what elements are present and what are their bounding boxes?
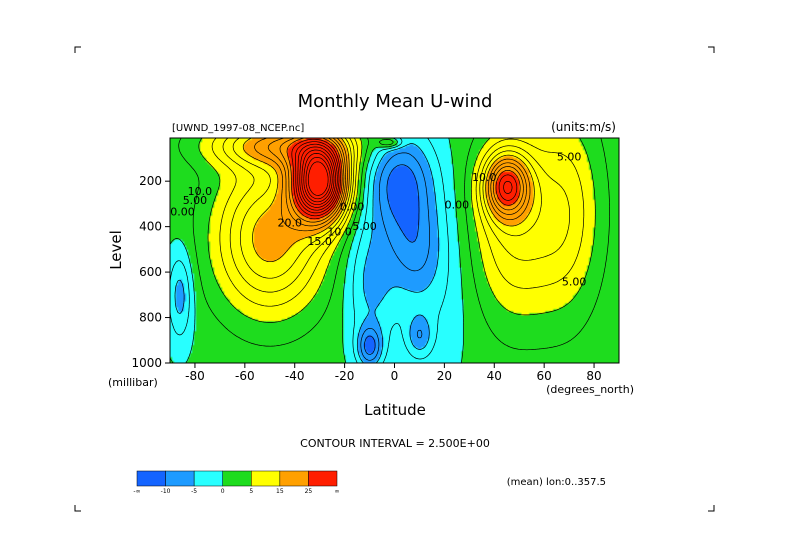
y-tick-label: 400 bbox=[139, 220, 162, 234]
contour-line bbox=[297, 143, 338, 211]
contour-label: 10.0 bbox=[188, 185, 213, 198]
colorbar-swatch bbox=[251, 470, 281, 487]
contour-line bbox=[299, 146, 337, 208]
mean-note: (mean) lon:0..357.5 bbox=[507, 477, 606, 488]
x-tick-label: -60 bbox=[235, 369, 255, 383]
contour-label: 0.00 bbox=[170, 205, 195, 218]
x-tick-label: 60 bbox=[537, 369, 552, 383]
contour-line bbox=[295, 141, 513, 214]
contour-line bbox=[303, 153, 333, 203]
colorbar-swatch bbox=[193, 470, 223, 487]
x-units-label: (degrees_north) bbox=[546, 383, 634, 396]
colorbar-swatch bbox=[165, 470, 195, 487]
x-tick-label: -80 bbox=[185, 369, 205, 383]
contour-label: 5.00 bbox=[557, 151, 582, 164]
y-tick-label: 1000 bbox=[131, 356, 162, 370]
colorbar-swatch bbox=[308, 470, 338, 487]
contour-label: 10.0 bbox=[472, 171, 497, 184]
colorbar-swatch bbox=[222, 470, 252, 487]
contour-line bbox=[363, 164, 420, 355]
dataset-label: [UWND_1997-08_NCEP.nc] bbox=[172, 123, 304, 134]
y-axis-title: Level bbox=[107, 230, 125, 270]
x-tick-label: 0 bbox=[391, 369, 399, 383]
contour-interval-note: CONTOUR INTERVAL = 2.500E+00 bbox=[300, 437, 490, 450]
contour-line bbox=[279, 137, 524, 223]
contour-line bbox=[232, 137, 542, 279]
y-tick-label: 200 bbox=[139, 174, 162, 188]
colorbar-swatch bbox=[279, 470, 309, 487]
contour-label: 5.00 bbox=[352, 220, 377, 233]
colorbar-swatch bbox=[136, 470, 166, 487]
units-label: (units:m/s) bbox=[551, 120, 616, 134]
contour-label: 0.00 bbox=[340, 201, 365, 214]
contour-labels: 20.010.05.000.0015.010.00.005.000.0010.0… bbox=[170, 151, 586, 289]
contour-line bbox=[267, 137, 527, 227]
colorbar: -∞ -10 -5 0 5 15 25 ∞ bbox=[133, 470, 340, 495]
contour-label: 0.00 bbox=[445, 198, 470, 211]
colorbar-label: -∞ bbox=[133, 488, 140, 495]
x-axis-title: Latitude bbox=[364, 401, 426, 419]
contour-line bbox=[254, 137, 531, 232]
x-tick-label: 80 bbox=[586, 369, 601, 383]
plot-area: 20.010.05.000.0015.010.00.005.000.0010.0… bbox=[169, 137, 620, 364]
colorbar-label: ∞ bbox=[335, 488, 340, 495]
contour-line bbox=[301, 149, 335, 206]
y-tick-label: 600 bbox=[139, 265, 162, 279]
contour-line bbox=[211, 137, 585, 307]
colorbar-label: 25 bbox=[305, 488, 313, 495]
contour-line bbox=[222, 137, 570, 293]
y-axis: 200 400 600 800 1000 bbox=[131, 174, 170, 370]
x-tick-label: 40 bbox=[487, 369, 502, 383]
contour-line bbox=[305, 156, 331, 200]
contour-line bbox=[307, 161, 329, 196]
contour-line bbox=[286, 137, 521, 220]
contour-line bbox=[242, 137, 535, 263]
contour-label: 15.0 bbox=[307, 235, 332, 248]
colorbar-label: 15 bbox=[276, 488, 284, 495]
colorbar-label: 0 bbox=[221, 488, 225, 495]
contour-line bbox=[360, 152, 430, 361]
colorbar-label: -10 bbox=[161, 488, 171, 495]
x-tick-label: -40 bbox=[285, 369, 305, 383]
y-tick-label: 800 bbox=[139, 311, 162, 325]
contour-label: 5.00 bbox=[562, 276, 587, 289]
contour-line bbox=[174, 143, 440, 364]
contour-label: 5.00 bbox=[183, 194, 208, 207]
contour-line bbox=[178, 137, 610, 351]
x-tick-label: 20 bbox=[437, 369, 452, 383]
chart-title: Monthly Mean U-wind bbox=[298, 91, 493, 112]
colorbar-label: 5 bbox=[249, 488, 253, 495]
contour-line bbox=[291, 138, 518, 217]
u-wind-filled-contours bbox=[170, 138, 619, 363]
contour-lines bbox=[169, 137, 610, 364]
x-tick-label: -20 bbox=[335, 369, 355, 383]
contour-label: 20.0 bbox=[277, 217, 302, 230]
y-units-label: (millibar) bbox=[108, 376, 158, 389]
contour-label: 10.0 bbox=[327, 226, 352, 239]
colorbar-label: -5 bbox=[191, 488, 197, 495]
x-axis: -80 -60 -40 -20 0 20 40 60 80 bbox=[185, 363, 602, 383]
corner-marks bbox=[74, 46, 715, 512]
contour-line bbox=[198, 137, 596, 323]
